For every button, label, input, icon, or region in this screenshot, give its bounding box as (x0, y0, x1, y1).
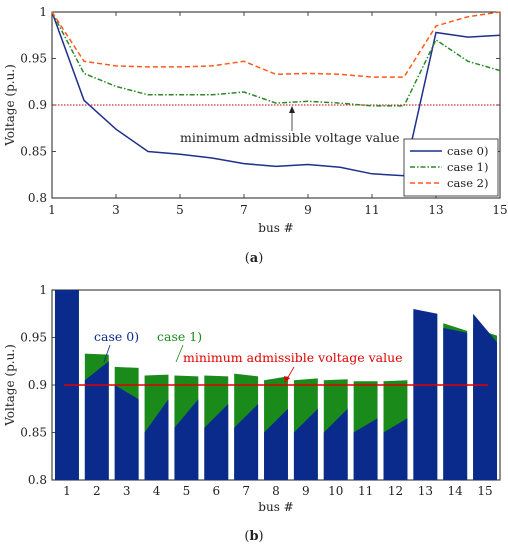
chart-a-series-line-case0 (51, 11, 501, 177)
chart-a-xtick-label: 1 (48, 203, 56, 217)
chart-a-xtick-label: 7 (240, 203, 248, 217)
chart-a-xlabel: bus # (258, 221, 293, 235)
chart-b-annotation: minimum admissible voltage value (183, 350, 403, 365)
chart-a-ytick-label: 0.8 (28, 191, 47, 205)
chart-a-legend: case 0) case 1) case 2) (403, 138, 499, 197)
chart-b-bus-profile-case0 (264, 408, 288, 480)
chart-b-xtick-label: 10 (328, 484, 343, 498)
chart-b-label-case0: case 0) (94, 329, 139, 344)
chart-b-label-case1-pointer (175, 344, 184, 363)
chart-b-annotation-arrowhead (284, 376, 290, 383)
chart-b-ytick-label: 0.9 (28, 378, 47, 392)
chart-b-bus-profile-case0 (383, 418, 408, 480)
chart-a: 1 3 5 7 9 11 13 150.80.850.90.951 minimum admis… (3, 5, 508, 266)
chart-b-xtick-label: 8 (272, 484, 280, 498)
chart-b-bus-profile-case0 (204, 404, 229, 480)
chart-b-xtick-label: 1 (63, 484, 71, 498)
chart-a-ylabel: Voltage (p.u.) (3, 64, 17, 147)
chart-b-xtick-label: 13 (418, 484, 433, 498)
legend-label-case2: case 2) (447, 176, 488, 190)
chart-b-ticks: 1 2 3 4 5 6 7 8 9 10 11 12 13 14 150.80.850.90.951 (20, 283, 492, 498)
chart-b-annotation-arrow (286, 366, 295, 380)
chart-b: 1 2 3 4 5 6 7 8 9 10 11 12 13 14 150.80.850.90.951 cas… (3, 283, 501, 544)
chart-b-xtick-label: 14 (448, 484, 464, 498)
chart-b-bus-profile-case0 (144, 399, 169, 480)
chart-a-caption-letter: a (250, 251, 259, 266)
chart-b-ytick-label: 1 (39, 283, 47, 297)
chart-b-xtick-label: 2 (93, 484, 101, 498)
legend-label-case1: case 1) (447, 160, 488, 174)
chart-b-bus-profile-case0 (443, 328, 468, 480)
chart-b-bus-profile-case0 (473, 313, 498, 480)
chart-b-xtick-label: 12 (388, 484, 403, 498)
chart-b-xtick-label: 9 (302, 484, 310, 498)
chart-b-bus-profile-case0 (84, 361, 109, 480)
chart-a-ytick-label: 0.95 (20, 52, 47, 66)
chart-b-bus-profile-case0 (234, 404, 259, 480)
chart-a-annotation-arrowhead (289, 106, 295, 113)
chart-b-xtick-label: 4 (153, 484, 161, 498)
chart-b-caption: (b) (244, 529, 263, 544)
chart-b-label-case0-pointer (103, 344, 111, 363)
chart-b-bars (54, 290, 498, 480)
chart-a-xtick-label: 5 (176, 203, 184, 217)
chart-b-bus-profile-case0 (114, 385, 139, 480)
chart-a-xtick-label: 13 (428, 203, 443, 217)
chart-a-xtick-label: 9 (304, 203, 312, 217)
legend-label-case0: case 0) (447, 144, 488, 158)
chart-a-ytick-label: 1 (39, 5, 47, 19)
chart-b-bus-profile-case0 (293, 408, 318, 480)
chart-b-caption-letter: b (249, 529, 258, 544)
chart-a-ytick-label: 0.9 (28, 98, 47, 112)
chart-a-series (51, 11, 501, 177)
chart-b-bus-profile-case0 (353, 418, 378, 480)
chart-b-xtick-label: 6 (212, 484, 220, 498)
chart-a-xtick-label: 3 (112, 203, 120, 217)
chart-b-bus-profile-case0 (413, 309, 438, 480)
chart-a-xtick-label: 11 (364, 203, 379, 217)
chart-b-ytick-label: 0.85 (20, 426, 47, 440)
chart-a-ytick-label: 0.85 (20, 145, 47, 159)
chart-b-ytick-label: 0.95 (20, 331, 47, 345)
chart-b-label-case1: case 1) (157, 329, 202, 344)
chart-a-annotation: minimum admissible voltage value (180, 130, 400, 145)
chart-a-xtick-label: 15 (492, 203, 507, 217)
chart-b-ylabel: Voltage (p.u.) (3, 344, 17, 427)
chart-b-xtick-label: 11 (358, 484, 373, 498)
chart-b-xtick-label: 15 (477, 484, 492, 498)
chart-b-xtick-label: 3 (123, 484, 131, 498)
chart-b-xlabel: bus # (258, 500, 293, 514)
chart-b-xtick-label: 7 (242, 484, 250, 498)
chart-a-legend-box (403, 138, 499, 197)
chart-b-ytick-label: 0.8 (28, 473, 47, 487)
chart-b-bus-profile-case0 (174, 399, 199, 480)
chart-a-ticks: 1 3 5 7 9 11 13 150.80.850.90.951 (20, 5, 507, 217)
chart-a-caption: (a) (245, 251, 264, 266)
chart-b-bus-profile-case0 (323, 408, 348, 480)
chart-b-xtick-label: 5 (183, 484, 191, 498)
chart-a-series-line-case1 (51, 11, 501, 107)
